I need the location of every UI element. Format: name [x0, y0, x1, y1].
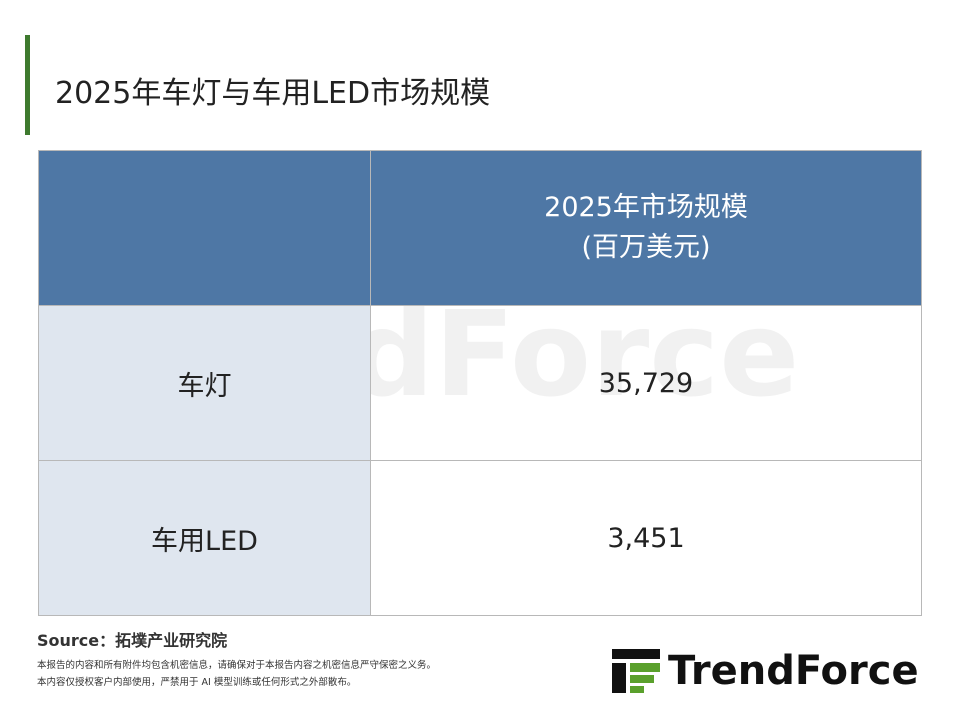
header-cell [38, 150, 371, 306]
cell: 35,729 [370, 305, 922, 461]
logo-icon [612, 649, 660, 693]
table: 2025年市场规模 (百万美元) 车灯 35,729 车用LED 3,451 [38, 150, 922, 616]
row-label: 车灯 [38, 305, 371, 461]
header-line: 2025年市场规模 [544, 192, 748, 223]
title: 2025年车灯与车用LED市场规模 [55, 76, 491, 111]
title-bar [25, 35, 30, 135]
source: Source：拓墣产业研究院 [37, 631, 228, 650]
row: 车用LED 3,451 [38, 460, 922, 616]
header-cell: 2025年市场规模 (百万美元) [370, 150, 922, 306]
logo-text: TrendForce [668, 648, 919, 694]
row: 车灯 35,729 [38, 305, 922, 461]
header-line: (百万美元) [581, 232, 711, 263]
header-row: 2025年市场规模 (百万美元) [38, 150, 922, 306]
row-label: 车用LED [38, 460, 371, 616]
disclaimer: 本内容仅授权客户内部使用，严禁用于 AI 模型训练或任何形式之外部散布。 [37, 677, 357, 688]
cell: 3,451 [370, 460, 922, 616]
logo: TrendForce [612, 648, 919, 694]
disclaimer: 本报告的内容和所有附件均包含机密信息，请确保对于本报告内容之机密信息严守保密之义… [37, 660, 437, 671]
